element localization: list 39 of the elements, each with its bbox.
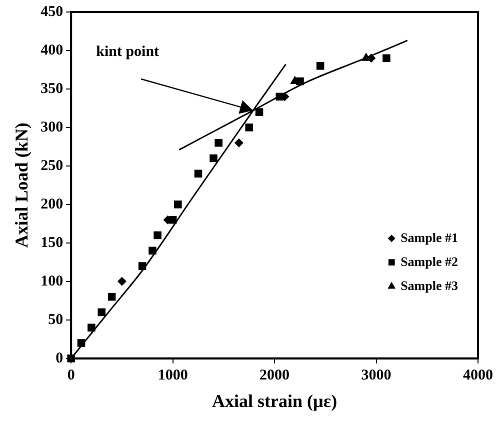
- y-tick-label: 300: [40, 119, 64, 136]
- point: [382, 54, 390, 62]
- point: [245, 124, 254, 132]
- y-axis-title: Axial Load (kN): [11, 122, 32, 248]
- legend-label: Sample #1: [400, 230, 458, 245]
- y-tick-label: 200: [40, 196, 64, 212]
- point: [174, 200, 182, 208]
- y-tick-label: 450: [40, 4, 64, 20]
- y-tick-label: 250: [40, 158, 64, 174]
- point: [88, 324, 96, 332]
- point: [210, 154, 218, 162]
- x-tick-label: 1000: [158, 367, 188, 384]
- point: [148, 246, 156, 255]
- point: [108, 292, 116, 301]
- annotation: kint point: [96, 44, 160, 60]
- y-tick-label: 50: [48, 312, 64, 328]
- x-tick-label: 2000: [260, 367, 290, 384]
- point: [316, 62, 324, 70]
- point: [234, 138, 244, 148]
- y-tick-label: 350: [40, 80, 64, 97]
- point: [154, 231, 162, 240]
- point: [214, 138, 222, 147]
- point: [194, 170, 202, 178]
- point: [296, 77, 304, 86]
- x-axis-title: Axial strain (µε): [212, 390, 338, 411]
- y-tick-label: 150: [40, 234, 64, 251]
- point: [117, 276, 126, 286]
- point: [77, 339, 86, 347]
- point: [138, 262, 146, 270]
- y-tick-label: 100: [40, 273, 64, 290]
- point: [255, 108, 264, 116]
- legend-label: Sample #3: [400, 278, 458, 293]
- x-tick-label: 4000: [463, 367, 493, 384]
- x-tick-label: 3000: [361, 367, 392, 384]
- y-tick-label: 0: [56, 350, 64, 366]
- x-tick-label: 0: [67, 367, 75, 384]
- legend-label: Sample #2: [400, 254, 458, 269]
- point: [98, 308, 106, 316]
- y-tick-label: 400: [40, 42, 64, 58]
